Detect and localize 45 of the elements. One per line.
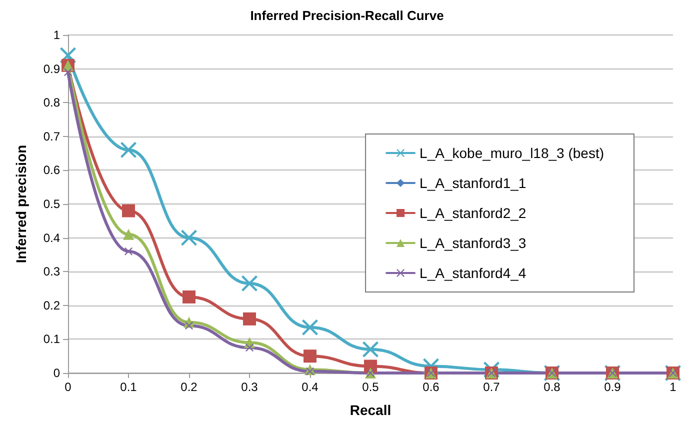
y-tick-label: 0 — [53, 366, 60, 380]
y-tick-label: 0.3 — [43, 264, 60, 279]
y-axis-title: Inferred precision — [13, 144, 29, 264]
y-tick-label: 0.7 — [43, 129, 60, 144]
x-tick-label: 0.6 — [422, 380, 440, 394]
point — [304, 350, 316, 363]
x-tick-label: 0.2 — [180, 380, 198, 394]
x-tick-label: 0.1 — [120, 380, 138, 394]
point — [243, 312, 256, 326]
legend-label: L_A_stanford3_3 — [420, 235, 526, 251]
x-tick-label: 0.8 — [544, 380, 561, 394]
x-axis-title: Recall — [350, 402, 392, 418]
point — [182, 290, 196, 304]
y-tick-label: 0.6 — [43, 163, 60, 178]
legend-label: L_A_stanford1_1 — [420, 175, 526, 191]
y-tick-label: 0.4 — [43, 230, 60, 245]
point — [242, 275, 258, 292]
point — [120, 142, 136, 158]
x-tick-label: 0.5 — [362, 380, 380, 394]
y-tick-label: 0.8 — [43, 96, 60, 110]
legend-label: L_A_stanford4_4 — [420, 265, 526, 281]
x-tick-label: 1 — [670, 380, 677, 394]
point — [185, 322, 193, 330]
point — [246, 344, 254, 352]
y-tick-label: 1 — [53, 28, 60, 42]
y-tick-label: 0.2 — [43, 298, 60, 312]
point — [302, 319, 318, 336]
y-tick-label: 0.9 — [43, 62, 60, 76]
point — [124, 247, 132, 256]
point — [122, 204, 135, 218]
point — [362, 341, 378, 358]
point — [64, 68, 72, 76]
point — [306, 367, 314, 376]
point — [181, 230, 197, 246]
y-tick-label: 0.1 — [43, 332, 60, 346]
x-tick-label: 0.7 — [483, 380, 500, 394]
x-tick-label: 0.4 — [302, 380, 319, 394]
chart-title: Inferred Precision-Recall Curve — [250, 8, 444, 23]
point — [123, 228, 134, 240]
legend-label: L_A_stanford2_2 — [420, 205, 526, 221]
y-tick-label: 0.5 — [43, 197, 60, 211]
x-tick-label: 0.9 — [604, 380, 622, 394]
legend-label: L_A_kobe_muro_l18_3 (best) — [420, 145, 604, 161]
x-tick-label: 0.3 — [241, 380, 258, 394]
x-tick-label: 0 — [64, 380, 72, 394]
